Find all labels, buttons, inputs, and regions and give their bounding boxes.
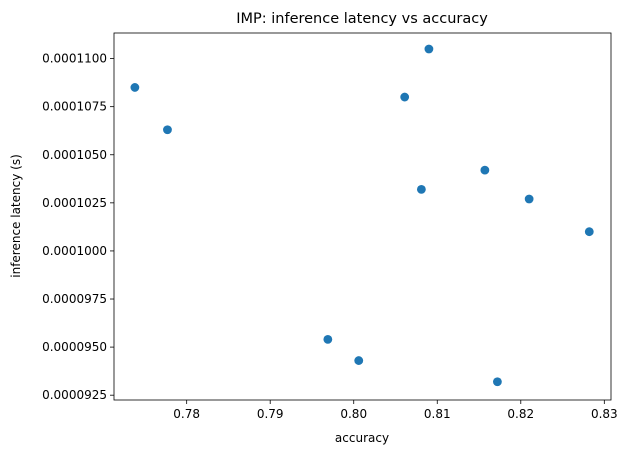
y-tick-label: 0.0000925 <box>42 388 107 402</box>
data-point <box>424 44 434 54</box>
x-tick-label: 0.80 <box>340 407 367 421</box>
data-points <box>130 44 594 387</box>
data-point <box>163 125 172 135</box>
y-tick-label: 0.0001000 <box>42 244 107 258</box>
y-tick-label: 0.0001050 <box>42 148 107 162</box>
data-point <box>524 194 534 204</box>
axis-ticks: 0.78 0.79 0.80 0.81 0.82 0.83 0.0000925 0.00009… <box>42 52 618 421</box>
data-point <box>323 335 333 344</box>
y-tick-label: 0.0001025 <box>42 196 107 210</box>
data-point <box>400 92 410 102</box>
data-point <box>480 165 490 175</box>
x-axis-label: accuracy <box>335 431 389 445</box>
y-tick-label: 0.0000975 <box>42 292 107 306</box>
data-point <box>493 377 502 387</box>
chart-title: IMP: inference latency vs accuracy <box>236 11 488 27</box>
x-tick-label: 0.82 <box>507 407 534 421</box>
data-point <box>130 83 140 92</box>
y-tick-label: 0.0000950 <box>42 340 107 354</box>
data-point <box>416 184 426 194</box>
x-tick-label: 0.78 <box>173 407 200 421</box>
y-tick-label: 0.0001075 <box>42 100 107 114</box>
y-axis-label: inference latency (s) <box>9 154 23 278</box>
y-tick-label: 0.0001100 <box>42 52 107 66</box>
x-tick-label: 0.79 <box>257 407 284 421</box>
data-point <box>584 227 594 237</box>
x-tick-label: 0.81 <box>424 407 451 421</box>
data-point <box>354 356 364 365</box>
plot-frame <box>113 32 612 401</box>
x-tick-label: 0.83 <box>591 407 618 421</box>
